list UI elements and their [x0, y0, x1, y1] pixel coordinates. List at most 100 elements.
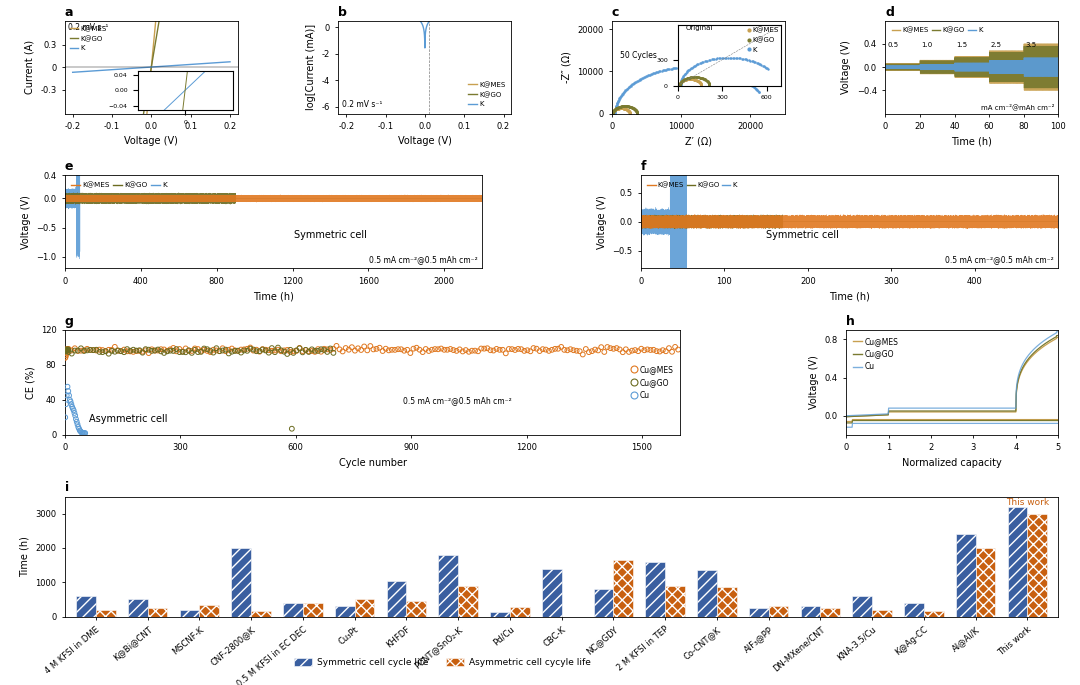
- Point: [279, 349, 296, 360]
- Point: [211, 346, 228, 357]
- Point: [537, 344, 554, 355]
- Point: [186, 343, 203, 354]
- Point: [626, 345, 644, 356]
- Point: [272, 345, 289, 356]
- Point: [287, 345, 305, 356]
- Point: [67, 414, 84, 425]
- Text: h: h: [846, 314, 855, 327]
- Point: [69, 419, 86, 429]
- Point: [260, 347, 278, 358]
- Y-axis label: Current (A): Current (A): [25, 40, 35, 94]
- Point: [245, 345, 262, 356]
- Point: [66, 408, 83, 419]
- Legend: K@MES, K@GO, K: K@MES, K@GO, K: [465, 79, 508, 110]
- Point: [405, 343, 422, 354]
- Point: [103, 345, 120, 356]
- Point: [64, 401, 81, 412]
- Point: [319, 347, 336, 358]
- Point: [140, 345, 158, 356]
- Point: [264, 345, 281, 356]
- Point: [380, 345, 397, 356]
- Point: [76, 345, 93, 356]
- Point: [79, 343, 96, 354]
- Point: [322, 345, 339, 356]
- Bar: [406, 601, 426, 616]
- Point: [555, 345, 572, 356]
- Text: Asymmetric cell: Asymmetric cell: [90, 414, 167, 424]
- Point: [156, 347, 173, 358]
- Text: 0.5 mA cm⁻²@0.5 mAh cm⁻²: 0.5 mA cm⁻²@0.5 mAh cm⁻²: [945, 256, 1054, 264]
- Legend: K@MES, K@GO, K: K@MES, K@GO, K: [889, 24, 986, 36]
- Point: [283, 423, 300, 434]
- Point: [494, 345, 511, 356]
- Point: [260, 345, 278, 356]
- Point: [414, 347, 431, 358]
- Point: [75, 427, 92, 438]
- Point: [180, 345, 198, 356]
- Point: [229, 345, 246, 356]
- Point: [417, 343, 434, 354]
- Point: [159, 345, 176, 356]
- Text: 1.5: 1.5: [956, 42, 968, 47]
- Point: [186, 345, 203, 356]
- Point: [167, 344, 185, 355]
- Bar: [251, 611, 271, 616]
- Text: g: g: [65, 314, 73, 327]
- Point: [420, 345, 437, 356]
- Text: b: b: [338, 5, 347, 18]
- Point: [124, 347, 141, 358]
- Point: [272, 346, 289, 357]
- Bar: [594, 589, 613, 616]
- Point: [247, 346, 265, 357]
- Point: [438, 345, 456, 356]
- Point: [282, 347, 299, 358]
- Y-axis label: Voltage (V): Voltage (V): [21, 195, 31, 249]
- Point: [69, 345, 86, 356]
- Point: [319, 344, 336, 355]
- Point: [58, 382, 76, 393]
- Bar: [821, 608, 840, 616]
- Point: [235, 345, 253, 356]
- Point: [112, 346, 130, 357]
- Point: [211, 346, 228, 357]
- Point: [91, 344, 108, 355]
- Point: [580, 347, 597, 358]
- Point: [550, 343, 567, 354]
- Point: [73, 427, 91, 438]
- Point: [269, 344, 286, 355]
- Point: [207, 342, 225, 353]
- Point: [309, 345, 326, 356]
- X-axis label: Normalized capacity: Normalized capacity: [903, 458, 1002, 468]
- Point: [174, 346, 191, 357]
- Point: [242, 342, 259, 353]
- Point: [593, 342, 610, 353]
- Point: [553, 341, 570, 352]
- Point: [303, 345, 321, 356]
- Point: [608, 342, 625, 353]
- Y-axis label: Voltage (V): Voltage (V): [597, 195, 607, 249]
- Point: [350, 342, 367, 353]
- Point: [220, 348, 238, 359]
- Point: [432, 343, 449, 354]
- Point: [503, 344, 521, 355]
- Point: [70, 423, 87, 434]
- Point: [91, 347, 108, 358]
- Bar: [283, 603, 302, 616]
- Point: [58, 345, 76, 356]
- Point: [229, 345, 246, 356]
- Point: [611, 344, 629, 355]
- Point: [57, 346, 75, 357]
- Point: [239, 343, 256, 354]
- Point: [651, 346, 669, 357]
- Text: 2.5: 2.5: [990, 42, 1002, 47]
- Point: [254, 344, 271, 355]
- Point: [232, 347, 249, 358]
- Point: [57, 345, 75, 356]
- Point: [164, 342, 181, 353]
- Point: [448, 345, 465, 356]
- Point: [162, 345, 179, 356]
- Point: [127, 345, 145, 356]
- Point: [543, 345, 561, 356]
- Point: [636, 345, 653, 356]
- Point: [515, 345, 532, 356]
